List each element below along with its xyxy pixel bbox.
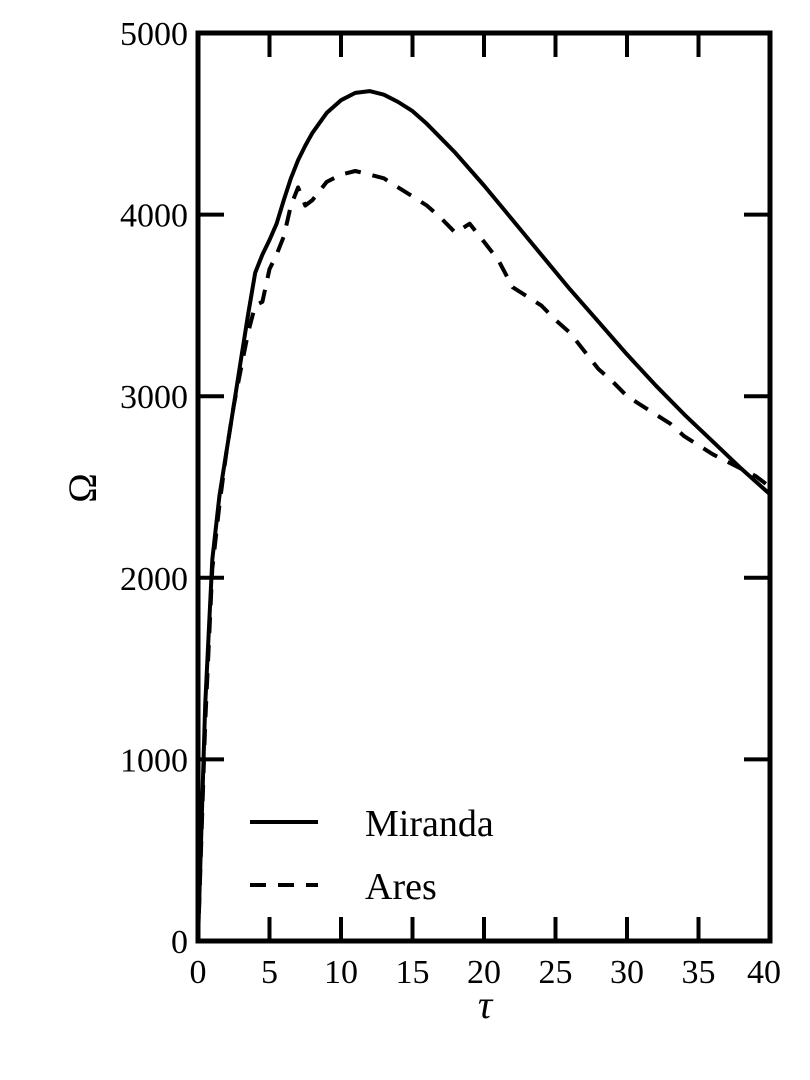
x-tick-label: 20: [467, 954, 501, 991]
y-tick-label: 1000: [120, 742, 188, 779]
x-axis-label: τ: [478, 982, 494, 1027]
x-tick-label: 30: [610, 954, 644, 991]
y-axis-label: Ω: [60, 473, 105, 503]
y-tick-label: 3000: [120, 379, 188, 416]
series-line-miranda: [196, 89, 772, 942]
tick-labels: 0 5 10 15 20 25 30 35 40 0 1000 2000 3000 4000 5000: [120, 16, 781, 991]
legend-label-miranda: Miranda: [365, 803, 494, 845]
plot-frame: [195, 30, 773, 944]
y-tick-label: 2000: [120, 561, 188, 598]
x-tick-label: 25: [539, 954, 573, 991]
series-layer: [196, 89, 772, 942]
x-tick-label: 35: [682, 954, 716, 991]
x-tick-label: 5: [261, 954, 278, 991]
series-line-ares: [196, 169, 772, 942]
y-tick-label: 4000: [120, 198, 188, 235]
y-tick-label: 5000: [120, 16, 188, 53]
legend-label-ares: Ares: [365, 866, 437, 908]
x-tick-label: 0: [190, 954, 207, 991]
x-tick-label: 40: [747, 954, 781, 991]
legend: Miranda Ares: [250, 803, 494, 908]
x-tick-label: 10: [324, 954, 358, 991]
x-tick-label: 15: [396, 954, 430, 991]
y-tick-label: 0: [171, 924, 188, 961]
